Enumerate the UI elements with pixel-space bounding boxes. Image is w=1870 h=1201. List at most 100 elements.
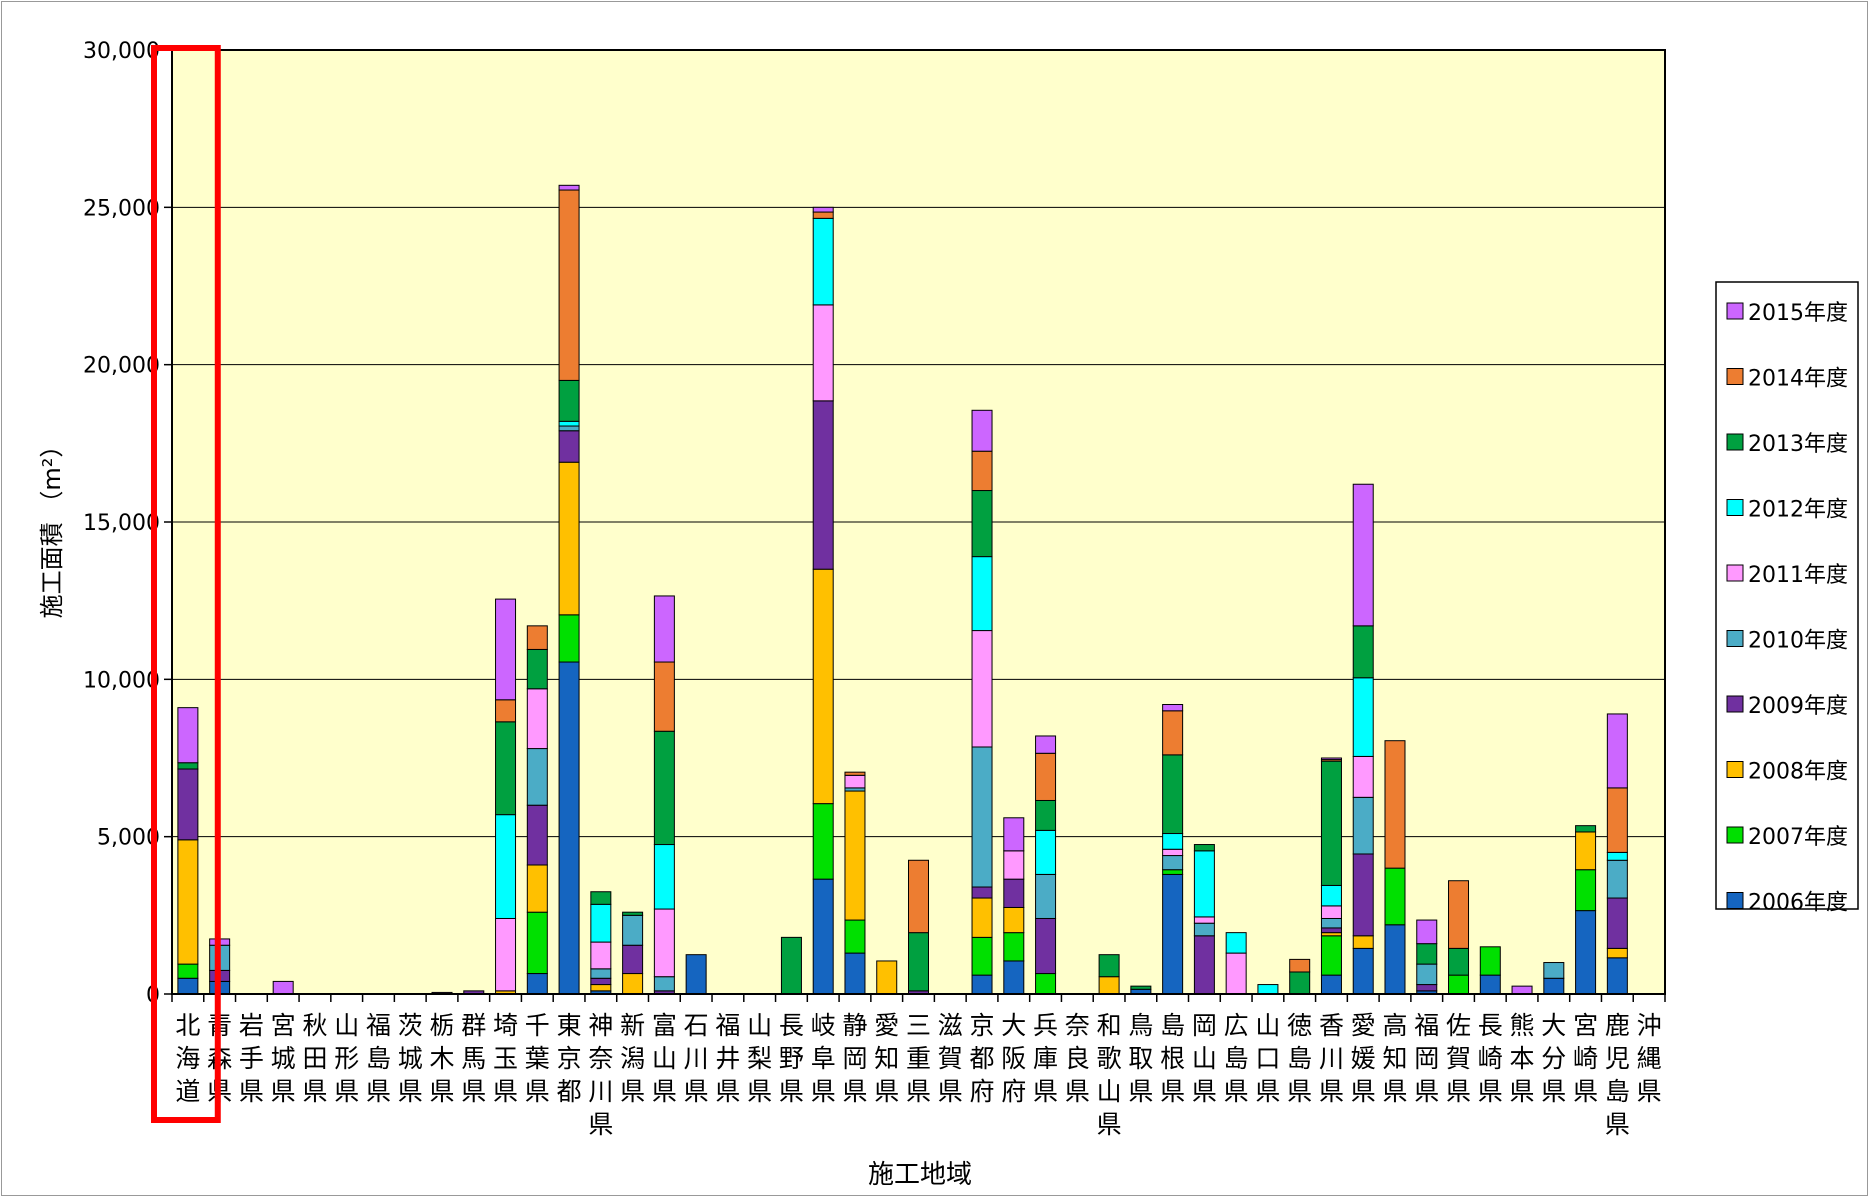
bar-segment	[495, 598, 517, 701]
x-tick-label-char: 賀	[1446, 1044, 1471, 1073]
bar-segment	[1352, 625, 1374, 679]
bar-segment	[653, 661, 675, 732]
bar-segment	[1352, 947, 1374, 995]
x-tick-label-char: 県	[1224, 1077, 1249, 1106]
bar-segment	[558, 379, 580, 422]
x-tick-label: 山梨県	[747, 1011, 772, 1106]
bar-segment	[1606, 859, 1628, 899]
x-tick-label-char: 島	[1605, 1077, 1630, 1106]
x-tick-label-char: 北	[175, 1011, 200, 1040]
x-tick-label-char: 沖	[1637, 1011, 1662, 1040]
bar-segment	[1098, 954, 1120, 978]
bar-segment	[1320, 884, 1342, 907]
x-tick-label-char: 庫	[1033, 1044, 1058, 1073]
legend-label: 2011年度	[1748, 563, 1848, 588]
x-tick-label: 京都府	[970, 1011, 995, 1106]
bar-segment	[1035, 973, 1057, 995]
bar-segment	[1352, 796, 1374, 855]
x-tick-label-char: 島	[366, 1044, 391, 1073]
bar-segment	[526, 688, 548, 750]
x-tick-label-char: 佐	[1446, 1011, 1471, 1040]
x-tick-label-char: 群	[461, 1011, 486, 1040]
x-tick-label-char: 県	[1478, 1077, 1503, 1106]
bar-segment	[1162, 754, 1184, 835]
legend-label: 2009年度	[1748, 694, 1848, 719]
x-tick-label-char: 大	[1541, 1011, 1566, 1040]
bar-segment	[1193, 844, 1215, 852]
x-tick-label: 佐賀県	[1446, 1011, 1471, 1106]
x-tick-label-char: 広	[1224, 1011, 1249, 1040]
bar-segment	[590, 903, 612, 943]
x-tick-label-char: 鳥	[1128, 1011, 1153, 1040]
bar-segment	[558, 461, 580, 616]
bar-segment	[844, 790, 866, 921]
x-tick-label-char: 栃	[430, 1011, 455, 1040]
x-tick-label-char: 富	[652, 1011, 677, 1040]
x-tick-label-char: 島	[1287, 1044, 1312, 1073]
x-tick-label-char: 川	[588, 1077, 613, 1106]
bar-segment	[495, 917, 517, 992]
x-tick-label: 岩手県	[239, 1011, 264, 1106]
bar-segment	[812, 400, 834, 570]
bar-segment	[1384, 740, 1406, 869]
highlight-box	[151, 45, 221, 1123]
bar-segment	[177, 839, 199, 965]
legend-label: 2013年度	[1748, 432, 1848, 457]
x-tick-label: 滋賀県	[938, 1011, 963, 1106]
x-tick-label-char: 県	[1255, 1077, 1280, 1106]
bar-segment	[971, 897, 993, 938]
bar-segment	[812, 803, 834, 880]
x-tick-label-char: 阜	[811, 1044, 836, 1073]
bar-segment	[908, 932, 929, 992]
x-tick-label-char: 東	[557, 1011, 582, 1040]
bar-segment	[1448, 880, 1470, 949]
bar-segment	[1162, 855, 1184, 871]
x-tick-label-char: 和	[1097, 1011, 1122, 1040]
y-axis-label: 施工面積 （m²）	[38, 434, 66, 619]
x-tick-label: 島根県	[1160, 1011, 1185, 1106]
x-tick-label: 新潟県	[620, 1011, 645, 1106]
bar-segment	[1257, 984, 1279, 995]
bar-segment	[1352, 935, 1374, 949]
bar-segment	[526, 625, 548, 650]
bar-segment	[1384, 867, 1406, 926]
bar-segment	[1320, 927, 1342, 934]
x-tick-label-char: 長	[779, 1011, 804, 1040]
x-tick-label-char: 県	[1637, 1077, 1662, 1106]
bar-segment	[653, 730, 675, 846]
bar-segment	[1320, 757, 1342, 761]
x-tick-label-char: 潟	[620, 1044, 645, 1073]
x-tick-label-char: 新	[620, 1011, 645, 1040]
x-tick-label-char: 県	[906, 1077, 931, 1106]
x-tick-label-char: 馬	[461, 1044, 486, 1073]
x-tick-label-char: 府	[970, 1077, 995, 1106]
x-tick-label-char: 口	[1255, 1044, 1280, 1073]
bar-segment	[1162, 704, 1184, 712]
x-tick-label-char: 良	[1065, 1044, 1090, 1073]
bar-segment	[1384, 924, 1406, 995]
bar-segment	[177, 762, 199, 770]
x-tick-label-char: 愛	[1351, 1011, 1376, 1040]
bar-segment	[1606, 947, 1628, 959]
legend-label: 2006年度	[1748, 891, 1848, 916]
x-tick-label-char: 宮	[271, 1011, 296, 1040]
x-tick-label-char: 県	[1097, 1110, 1122, 1139]
legend-swatch	[1726, 695, 1744, 713]
bar-segment	[558, 189, 580, 381]
bar-segment	[1225, 952, 1247, 995]
x-tick-label-char: 県	[620, 1077, 645, 1106]
x-tick-label: 鳥取県	[1128, 1011, 1153, 1106]
x-tick-label: 愛知県	[874, 1011, 899, 1106]
bar-segment	[1479, 946, 1501, 976]
x-tick-label-char: 児	[1605, 1044, 1630, 1073]
bar-segment	[1193, 922, 1215, 937]
legend-label: 2007年度	[1748, 825, 1848, 850]
bar-segment	[812, 568, 834, 805]
bar-segment	[526, 748, 548, 806]
x-tick-label-char: 分	[1541, 1044, 1566, 1073]
x-tick-label-char: 県	[938, 1077, 963, 1106]
x-tick-label-char: 山	[1192, 1044, 1217, 1073]
bar-segment	[526, 648, 548, 690]
x-tick-label-char: 本	[1510, 1044, 1535, 1073]
